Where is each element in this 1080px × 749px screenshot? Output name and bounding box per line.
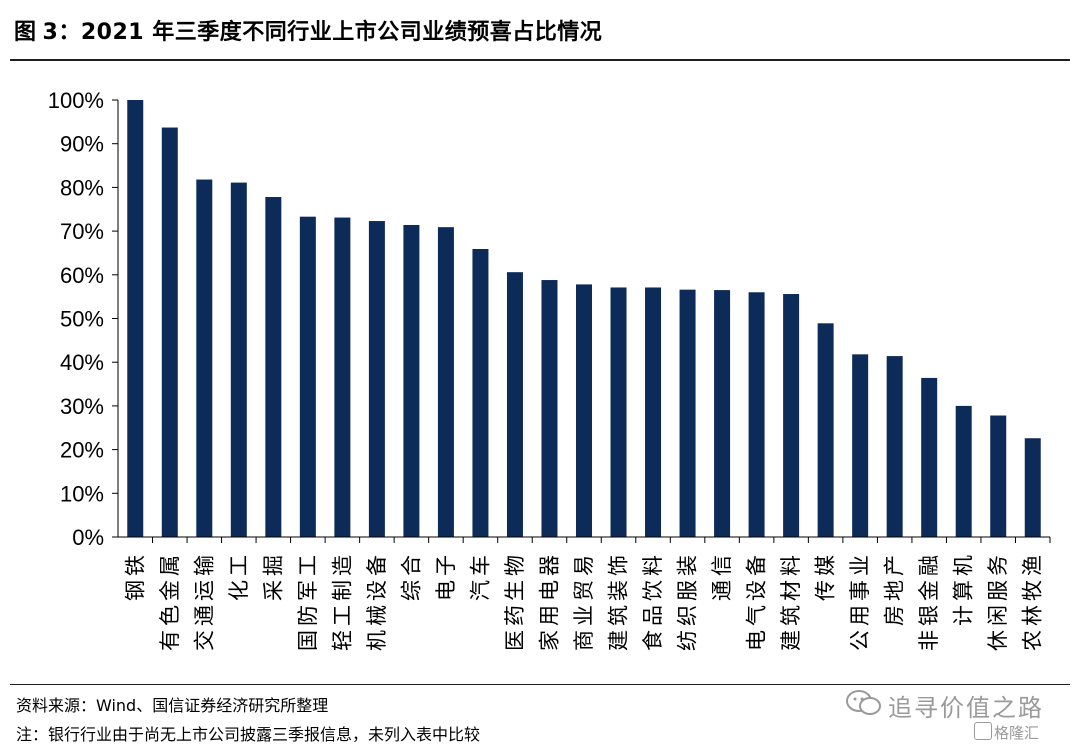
bar: [955, 405, 972, 537]
y-tick-label: 90%: [60, 132, 104, 157]
x-category-label: 电气设备: [745, 551, 769, 651]
x-category-label: 传媒: [814, 551, 838, 601]
x-category-label: 公用事业: [848, 551, 872, 651]
bar: [610, 287, 627, 537]
x-category-label: 机械设备: [365, 551, 389, 651]
bar: [265, 197, 282, 537]
bar: [196, 179, 213, 537]
bar: [403, 224, 420, 537]
y-tick-label: 100%: [48, 88, 104, 113]
figure-label: 图: [14, 20, 37, 45]
footer-rule: [10, 684, 1070, 685]
bar: [368, 221, 385, 537]
figure-title-text: 2021 年三季度不同行业上市公司业绩预喜占比情况: [80, 20, 603, 45]
y-tick-label: 70%: [60, 219, 104, 244]
x-category-label: 交通运输: [192, 551, 216, 651]
footnote: 注：银行行业由于尚无上市公司披露三季报信息，未列入表中比较: [16, 725, 481, 744]
x-category-label: 纺织服装: [676, 551, 700, 651]
bar: [230, 182, 247, 537]
x-category-label: 国防军工: [296, 551, 320, 651]
x-category-label: 采掘: [261, 551, 285, 601]
y-tick-label: 60%: [60, 263, 104, 288]
x-category-label: 通信: [710, 551, 734, 601]
y-tick-label: 20%: [60, 438, 104, 463]
bar: [127, 100, 144, 537]
x-category-label: 轻工制造: [330, 551, 354, 651]
x-category-label: 化工: [227, 551, 251, 601]
bar: [299, 216, 316, 537]
y-tick-label: 10%: [60, 481, 104, 506]
y-tick-label: 80%: [60, 175, 104, 200]
gelonghui-logo-icon: [974, 722, 992, 740]
bar: [748, 292, 765, 537]
x-category-label: 计算机: [952, 551, 976, 626]
y-tick-label: 50%: [60, 307, 104, 332]
bar: [506, 272, 523, 537]
bar: [990, 415, 1007, 537]
bar: [161, 127, 178, 537]
x-category-label: 综合: [399, 551, 423, 601]
watermark-text: 追寻价值之路: [888, 694, 1044, 722]
source-note: 资料来源：Wind、国信证券经济研究所整理: [16, 696, 329, 715]
figure-number: 3：: [42, 20, 81, 45]
bar: [679, 289, 696, 537]
x-category-label: 食品饮料: [641, 551, 665, 651]
figure-title: 图 3：2021 年三季度不同行业上市公司业绩预喜占比情况: [14, 14, 602, 46]
bar: [817, 323, 834, 537]
y-tick-label: 40%: [60, 350, 104, 375]
bar: [472, 249, 489, 537]
x-category-label: 医药生物: [503, 551, 527, 651]
bar: [1024, 438, 1041, 537]
bar: [852, 354, 869, 537]
bar: [645, 287, 662, 537]
bar: [541, 280, 558, 537]
x-category-label: 房地产: [883, 551, 907, 626]
x-category-label: 农林牧渔: [1021, 551, 1045, 651]
x-category-label: 家用电器: [537, 551, 561, 651]
y-tick-label: 0%: [72, 525, 104, 550]
y-tick-label: 30%: [60, 394, 104, 419]
x-axis: 钢铁 有色金属 交通运输 化工 采掘 国防军工 轻工制造 机械设备 综合 电子 汽车 医药生物 家用电器…: [118, 536, 1051, 651]
bar: [921, 377, 938, 537]
bar: [783, 294, 800, 537]
bar: [576, 284, 592, 537]
x-category-label: 建筑材料: [779, 551, 803, 651]
bar: [714, 290, 731, 537]
bar: [334, 217, 351, 538]
watermark-secondary: 格隆汇: [994, 724, 1040, 742]
x-category-label: 休闲服务: [986, 551, 1010, 651]
x-category-label: 非银金融: [917, 551, 941, 651]
x-category-label: 汽车: [468, 551, 492, 601]
x-category-label: 商业贸易: [572, 551, 596, 651]
wechat-icon: [846, 690, 881, 715]
x-category-label: 电子: [434, 551, 458, 601]
bar: [886, 356, 903, 537]
y-axis: 0% 10% 20% 30% 40% 50% 60% 70% 80% 90% 100%: [48, 88, 119, 550]
title-rule: [10, 59, 1070, 61]
bar: [437, 227, 454, 538]
bars-group: [127, 100, 1041, 538]
x-category-label: 建筑装饰: [607, 551, 631, 651]
bar-chart: 0% 10% 20% 30% 40% 50% 60% 70% 80% 90% 100% 钢铁 有色金属…: [48, 88, 1051, 651]
x-category-label: 有色金属: [158, 551, 182, 651]
x-category-label: 钢铁: [123, 551, 147, 601]
